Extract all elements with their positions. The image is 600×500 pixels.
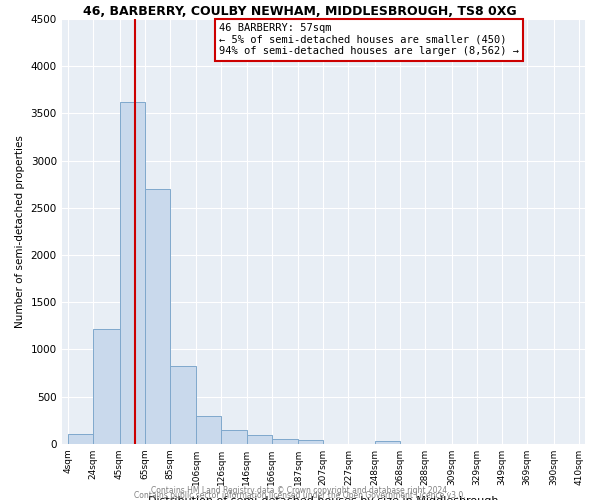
Bar: [145, 189, 170, 444]
Text: Contains HM Land Registry data © Crown copyright and database right 2024.: Contains HM Land Registry data © Crown c…: [151, 486, 449, 495]
Bar: [93, 328, 119, 444]
Text: Contains public sector information licensed under the Open Government Licence v3: Contains public sector information licen…: [134, 491, 466, 500]
Bar: [375, 441, 400, 444]
Bar: [272, 439, 298, 444]
Bar: [298, 440, 323, 444]
Bar: [221, 430, 247, 444]
Bar: [196, 416, 221, 444]
Bar: [170, 366, 196, 444]
Text: 46 BARBERRY: 57sqm
← 5% of semi-detached houses are smaller (450)
94% of semi-de: 46 BARBERRY: 57sqm ← 5% of semi-detached…: [218, 23, 518, 56]
X-axis label: Distribution of semi-detached houses by size in Middlesbrough: Distribution of semi-detached houses by …: [148, 496, 499, 500]
Bar: [119, 102, 145, 444]
Bar: [247, 436, 272, 444]
Text: 46, BARBERRY, COULBY NEWHAM, MIDDLESBROUGH, TS8 0XG: 46, BARBERRY, COULBY NEWHAM, MIDDLESBROU…: [83, 5, 517, 18]
Y-axis label: Number of semi-detached properties: Number of semi-detached properties: [15, 135, 25, 328]
Bar: [68, 434, 93, 444]
